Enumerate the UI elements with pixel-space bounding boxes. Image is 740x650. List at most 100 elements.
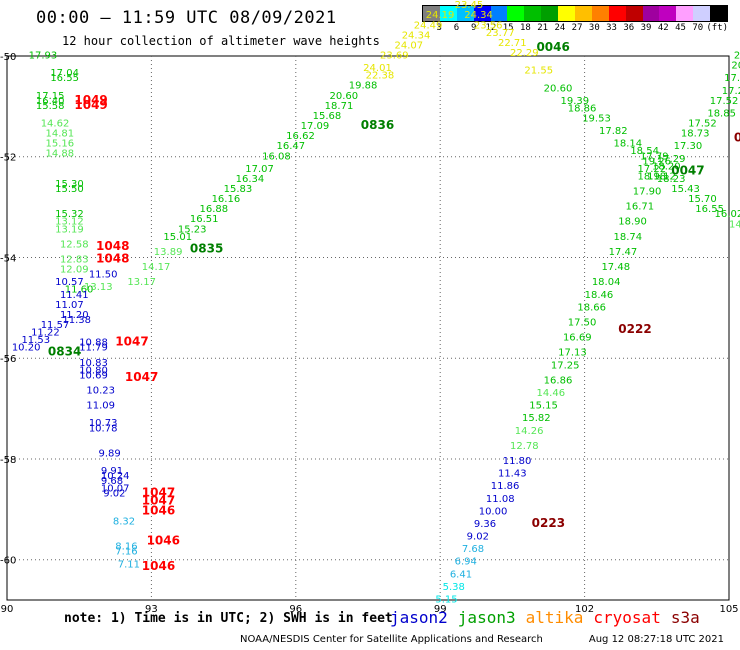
wave-height-value: 20.64 — [731, 61, 740, 72]
satellite-jason2: jason2 — [390, 608, 448, 627]
wave-height-value: 22.71 — [498, 38, 527, 49]
wave-height-observations: 17.9317.0416.5517.1516.4015.5814.6214.81… — [12, 0, 740, 605]
wave-height-value: 20.60 — [329, 91, 358, 102]
scale-tick-label: 33 — [606, 23, 617, 33]
wave-height-value: 15.15 — [529, 401, 558, 412]
scale-tick-label: (ft) — [706, 23, 729, 33]
wave-height-value: 10.00 — [479, 506, 508, 517]
wave-height-value: 10.07 — [101, 484, 130, 495]
wave-height-value: 15.70 — [688, 194, 717, 205]
wave-height-value: 14.81 — [46, 129, 75, 140]
pass-time-label: 0223 — [532, 516, 565, 530]
wave-height-value: 18.90 — [618, 217, 647, 228]
wave-height-value: 15.01 — [163, 232, 192, 243]
wave-height-value: 17.90 — [633, 187, 662, 198]
scale-swatch — [558, 6, 576, 21]
wave-height-value: 22.29 — [510, 48, 539, 59]
wave-height-value: 18.04 — [592, 277, 621, 288]
wave-height-value: 10.24 — [101, 471, 130, 482]
scale-tick-label: 30 — [588, 23, 600, 33]
wave-height-value: 18.85 — [707, 108, 736, 119]
pass-time-label: 022 — [734, 131, 740, 145]
wave-height-value: 10.69 — [79, 370, 108, 381]
wave-height-value: 14.62 — [41, 119, 70, 130]
credit-line: NOAA/NESDIS Center for Satellite Applica… — [240, 634, 724, 645]
pass-time-label: 0836 — [361, 118, 394, 132]
pass-time-labels: 1049104910481048104710471047104710461046… — [48, 40, 740, 573]
wave-height-value: 16.88 — [200, 204, 229, 215]
wave-height-value: 18.71 — [325, 101, 354, 112]
wave-height-value: 16.71 — [626, 202, 655, 213]
wave-height-value: 10.23 — [86, 385, 115, 396]
pass-time-label: 1047 — [142, 493, 175, 507]
wave-height-value: 15.58 — [36, 101, 65, 112]
wave-height-value: 10.88 — [79, 338, 108, 349]
wave-height-value: 17.52 — [688, 119, 717, 130]
wave-height-value: 7.68 — [462, 544, 484, 555]
wave-height-value: 18.74 — [613, 232, 642, 243]
wave-height-value: 16.55 — [50, 73, 79, 84]
wave-height-value: 7.11 — [118, 559, 140, 570]
wave-height-value: 17.22 — [638, 164, 667, 175]
wave-height-value: 18.86 — [568, 103, 597, 114]
wave-height-value: 10.73 — [89, 418, 118, 429]
pass-time-label: 1047 — [115, 335, 148, 349]
pass-time-label: 0046 — [536, 40, 569, 54]
longitude-label: 99 — [434, 604, 447, 615]
wave-height-value: 10.80 — [79, 365, 108, 376]
wave-height-value: 22.38 — [366, 71, 395, 82]
wave-height-value: 16.51 — [190, 214, 219, 225]
wave-height-value: 17.52 — [710, 96, 739, 107]
wave-height-value: 6.41 — [450, 569, 472, 580]
wave-height-value: 11.50 — [89, 270, 118, 281]
wave-height-value: 24.19 — [426, 10, 455, 21]
scale-swatch — [625, 6, 643, 21]
satellite-jason3: jason3 — [457, 608, 516, 627]
wave-height-value: 17.04 — [50, 68, 79, 79]
pass-time-label: 1047 — [142, 486, 175, 500]
wave-height-value: 21.55 — [524, 66, 553, 77]
wave-height-value: 18.46 — [585, 290, 614, 301]
wave-height-value: 13.89 — [154, 247, 183, 258]
scale-swatch — [507, 6, 525, 21]
scale-tick-label: 3 — [436, 23, 442, 33]
wave-height-value: 12.78 — [510, 441, 539, 452]
pass-time-label: 1046 — [142, 559, 175, 573]
wave-height-value: 17.50 — [568, 317, 597, 328]
wave-height-value: 14.17 — [142, 262, 171, 273]
wave-height-value: 16.86 — [544, 375, 573, 386]
scale-swatch — [524, 6, 542, 21]
scale-swatch — [439, 6, 457, 21]
map-title: 00:00 – 11:59 UTC 08/09/2021 — [36, 8, 337, 28]
map-subtitle: 12 hour collection of altimeter wave hei… — [62, 34, 380, 48]
wave-height-value: 8.16 — [115, 542, 137, 553]
wave-height-value: 18.20 — [652, 161, 681, 172]
wave-height-value: 13.13 — [84, 282, 113, 293]
wave-height-value: 17.24 — [722, 86, 740, 97]
wave-height-value: 15.30 — [55, 179, 84, 190]
scale-tick-label: 70 — [692, 23, 704, 33]
color-scale-legend: 3 6 9 12 15 18 21 24 27 30 33 36 39 42 45 70 (ft) — [422, 5, 729, 33]
pass-time-label: 1046 — [147, 534, 180, 548]
scale-swatch — [693, 6, 711, 21]
wave-height-value: 17.07 — [245, 164, 274, 175]
wave-height-value: 17.82 — [599, 126, 628, 137]
wave-height-value: 18.14 — [613, 139, 642, 150]
wave-height-value: 11.09 — [86, 401, 115, 412]
wave-height-value: 11.20 — [60, 310, 89, 321]
wave-height-value: 11.38 — [62, 315, 91, 326]
wave-height-value: 23.69 — [380, 51, 409, 62]
scale-tick-label: 18 — [519, 23, 531, 33]
wave-height-value: 7.16 — [115, 547, 137, 558]
scale-tick-label: 15 — [502, 23, 514, 33]
map-axes: 90 93 96 99 102 105 -50 -52 -54 -56 -58 -60 — [0, 52, 739, 615]
wave-height-value: 15.83 — [224, 184, 253, 195]
wave-height-value: 17.93 — [29, 51, 58, 62]
scale-swatch — [608, 6, 626, 21]
color-scale-ticks: 3 6 9 12 15 18 21 24 27 30 33 36 39 42 45 70 (ft) — [422, 23, 729, 33]
scale-swatch — [642, 6, 660, 21]
wave-height-value: 18.54 — [630, 146, 659, 157]
wave-height-value: 17.15 — [36, 91, 65, 102]
wave-height-value: 14.46 — [536, 388, 565, 399]
wave-height-value: 15.16 — [46, 139, 75, 150]
